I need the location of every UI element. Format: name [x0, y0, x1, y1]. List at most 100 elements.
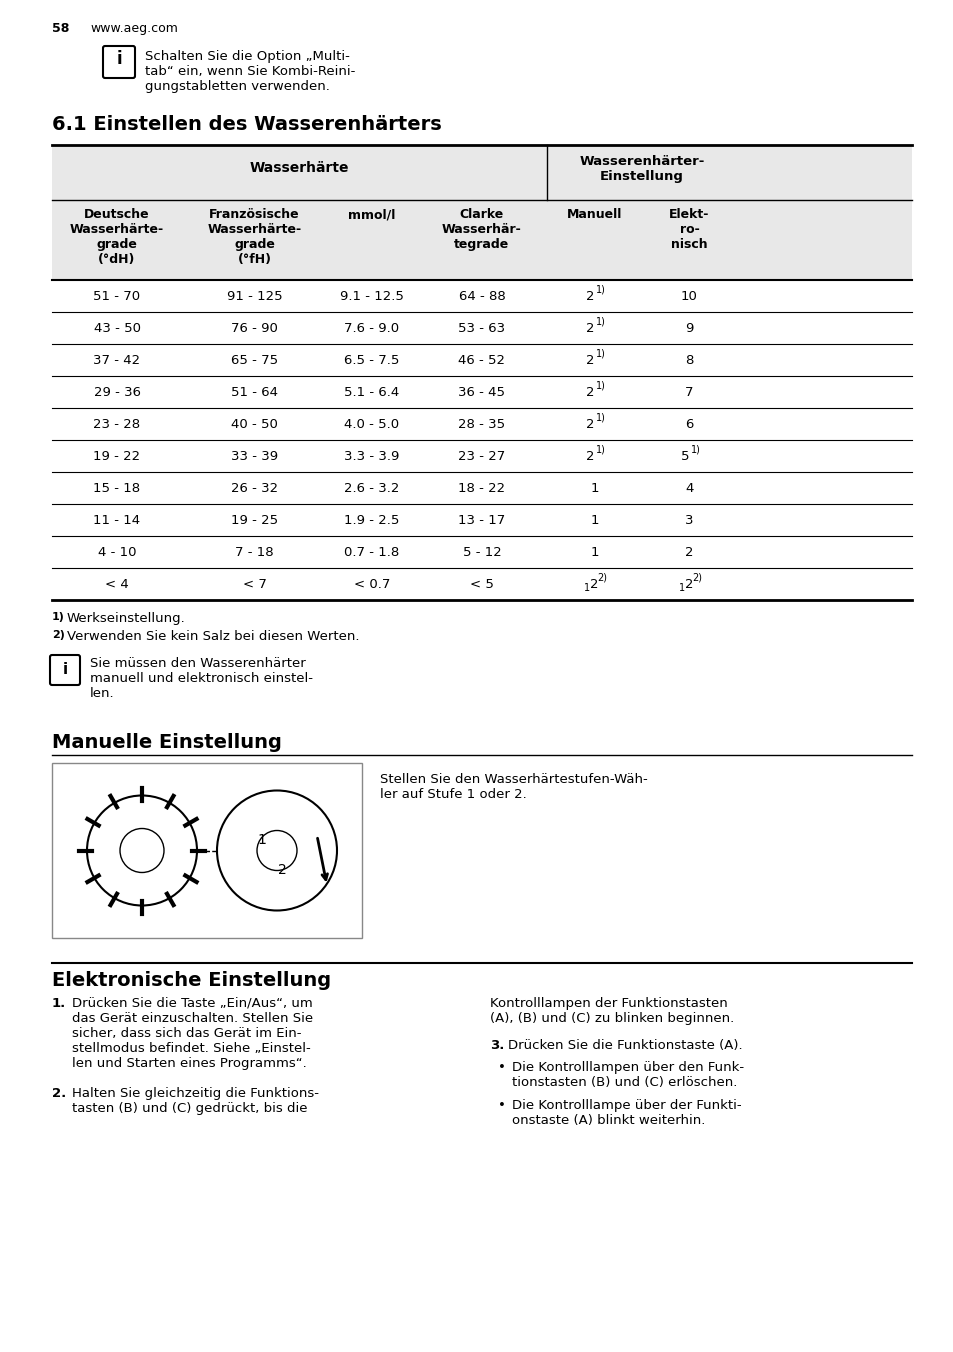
Text: 7 - 18: 7 - 18 — [235, 545, 274, 558]
Text: 3: 3 — [684, 514, 693, 526]
Text: 1): 1) — [595, 316, 605, 326]
Text: 7: 7 — [684, 385, 693, 399]
Text: 2: 2 — [586, 353, 594, 366]
Text: 6: 6 — [684, 418, 693, 430]
Text: 1: 1 — [590, 481, 598, 495]
Text: 6.1 Einstellen des Wasserenhärters: 6.1 Einstellen des Wasserenhärters — [52, 115, 441, 134]
Text: 2: 2 — [586, 289, 594, 303]
Text: 2: 2 — [684, 577, 693, 591]
Circle shape — [256, 830, 296, 871]
Text: < 5: < 5 — [470, 577, 494, 591]
Text: 0.7 - 1.8: 0.7 - 1.8 — [344, 545, 399, 558]
Text: Kontrolllampen der Funktionstasten
(A), (B) und (C) zu blinken beginnen.: Kontrolllampen der Funktionstasten (A), … — [490, 996, 734, 1025]
Text: 23 - 28: 23 - 28 — [93, 418, 140, 430]
Text: 1): 1) — [595, 412, 605, 422]
FancyBboxPatch shape — [50, 654, 80, 685]
Text: < 0.7: < 0.7 — [354, 577, 390, 591]
Text: 6.5 - 7.5: 6.5 - 7.5 — [344, 353, 399, 366]
Text: 2: 2 — [586, 449, 594, 462]
Text: 3.3 - 3.9: 3.3 - 3.9 — [344, 449, 399, 462]
Text: 2: 2 — [586, 385, 594, 399]
Text: 2: 2 — [277, 864, 286, 877]
Text: i: i — [62, 661, 68, 676]
Text: 4 - 10: 4 - 10 — [97, 545, 136, 558]
Text: •: • — [497, 1061, 505, 1073]
Text: < 7: < 7 — [242, 577, 266, 591]
Text: Verwenden Sie kein Salz bei diesen Werten.: Verwenden Sie kein Salz bei diesen Werte… — [67, 630, 359, 644]
Bar — [52, 200, 911, 280]
Text: 2: 2 — [586, 418, 594, 430]
Text: 1): 1) — [595, 380, 605, 389]
Text: 2.: 2. — [52, 1087, 66, 1101]
Text: 65 - 75: 65 - 75 — [231, 353, 277, 366]
Text: 10: 10 — [680, 289, 698, 303]
Text: Stellen Sie den Wasserhärtestufen-Wäh-
ler auf Stufe 1 oder 2.: Stellen Sie den Wasserhärtestufen-Wäh- l… — [379, 773, 647, 800]
Text: Drücken Sie die Taste „Ein/Aus“, um
das Gerät einzuschalten. Stellen Sie
sicher,: Drücken Sie die Taste „Ein/Aus“, um das … — [71, 996, 313, 1069]
Text: 2: 2 — [586, 322, 594, 334]
Text: 1: 1 — [679, 583, 685, 594]
Text: 1): 1) — [595, 347, 605, 358]
Text: 13 - 17: 13 - 17 — [457, 514, 505, 526]
Bar — [52, 763, 361, 938]
Text: 23 - 27: 23 - 27 — [457, 449, 505, 462]
Text: Die Kontrolllampe über der Funkti-
onstaste (A) blinkt weiterhin.: Die Kontrolllampe über der Funkti- onsta… — [512, 1099, 740, 1128]
Text: 18 - 22: 18 - 22 — [458, 481, 505, 495]
Text: Manuelle Einstellung: Manuelle Einstellung — [52, 733, 281, 752]
Bar — [52, 145, 911, 200]
Text: 36 - 45: 36 - 45 — [458, 385, 505, 399]
Text: 4.0 - 5.0: 4.0 - 5.0 — [344, 418, 399, 430]
Text: 1): 1) — [595, 284, 605, 293]
Text: 58: 58 — [52, 22, 70, 35]
Text: 19 - 22: 19 - 22 — [93, 449, 140, 462]
Text: 51 - 64: 51 - 64 — [231, 385, 277, 399]
Text: •: • — [497, 1099, 505, 1111]
Text: 1: 1 — [590, 545, 598, 558]
Text: 2): 2) — [52, 630, 65, 639]
Text: Sie müssen den Wasserenhärter
manuell und elektronisch einstel-
len.: Sie müssen den Wasserenhärter manuell un… — [90, 657, 313, 700]
Text: Wasserenhärter-
Einstellung: Wasserenhärter- Einstellung — [578, 155, 704, 183]
Text: 1): 1) — [690, 443, 700, 454]
Text: < 4: < 4 — [105, 577, 129, 591]
Text: Schalten Sie die Option „Multi-
tab“ ein, wenn Sie Kombi-Reini-
gungstabletten v: Schalten Sie die Option „Multi- tab“ ein… — [145, 50, 355, 93]
Text: 5.1 - 6.4: 5.1 - 6.4 — [344, 385, 399, 399]
Text: 2): 2) — [692, 572, 701, 581]
Text: 3.: 3. — [490, 1038, 504, 1052]
Text: 28 - 35: 28 - 35 — [458, 418, 505, 430]
Text: Werkseinstellung.: Werkseinstellung. — [67, 612, 186, 625]
Text: 29 - 36: 29 - 36 — [93, 385, 140, 399]
Text: 11 - 14: 11 - 14 — [93, 514, 140, 526]
Text: 37 - 42: 37 - 42 — [93, 353, 140, 366]
Text: 43 - 50: 43 - 50 — [93, 322, 140, 334]
Text: Elekt-
ro-
nisch: Elekt- ro- nisch — [669, 208, 709, 251]
Text: 1.9 - 2.5: 1.9 - 2.5 — [344, 514, 399, 526]
Text: 19 - 25: 19 - 25 — [231, 514, 277, 526]
Text: 1: 1 — [590, 514, 598, 526]
Text: 7.6 - 9.0: 7.6 - 9.0 — [344, 322, 399, 334]
FancyBboxPatch shape — [103, 46, 135, 78]
Text: Manuell: Manuell — [566, 208, 621, 220]
Text: i: i — [116, 50, 122, 68]
Text: Halten Sie gleichzeitig die Funktions-
tasten (B) und (C) gedrückt, bis die: Halten Sie gleichzeitig die Funktions- t… — [71, 1087, 318, 1115]
Text: 1): 1) — [52, 612, 65, 622]
Text: 2: 2 — [684, 545, 693, 558]
Text: Deutsche
Wasserhärte-
grade
(°dH): Deutsche Wasserhärte- grade (°dH) — [70, 208, 164, 266]
Text: 26 - 32: 26 - 32 — [231, 481, 277, 495]
Text: 1.: 1. — [52, 996, 66, 1010]
Text: 1): 1) — [595, 443, 605, 454]
Text: 1: 1 — [584, 583, 590, 594]
Text: 46 - 52: 46 - 52 — [458, 353, 505, 366]
Text: 64 - 88: 64 - 88 — [458, 289, 505, 303]
Text: 2: 2 — [590, 577, 598, 591]
Text: Französische
Wasserhärte-
grade
(°fH): Französische Wasserhärte- grade (°fH) — [207, 208, 301, 266]
Text: 9: 9 — [684, 322, 693, 334]
Text: 1: 1 — [257, 833, 266, 848]
Text: Drücken Sie die Funktionstaste (A).: Drücken Sie die Funktionstaste (A). — [507, 1038, 741, 1052]
Text: 51 - 70: 51 - 70 — [93, 289, 140, 303]
Text: 40 - 50: 40 - 50 — [231, 418, 277, 430]
Text: 2.6 - 3.2: 2.6 - 3.2 — [344, 481, 399, 495]
Text: 76 - 90: 76 - 90 — [231, 322, 277, 334]
Text: 8: 8 — [684, 353, 693, 366]
Text: Elektronische Einstellung: Elektronische Einstellung — [52, 971, 331, 990]
Text: 53 - 63: 53 - 63 — [458, 322, 505, 334]
Text: Wasserhärte: Wasserhärte — [250, 161, 349, 174]
